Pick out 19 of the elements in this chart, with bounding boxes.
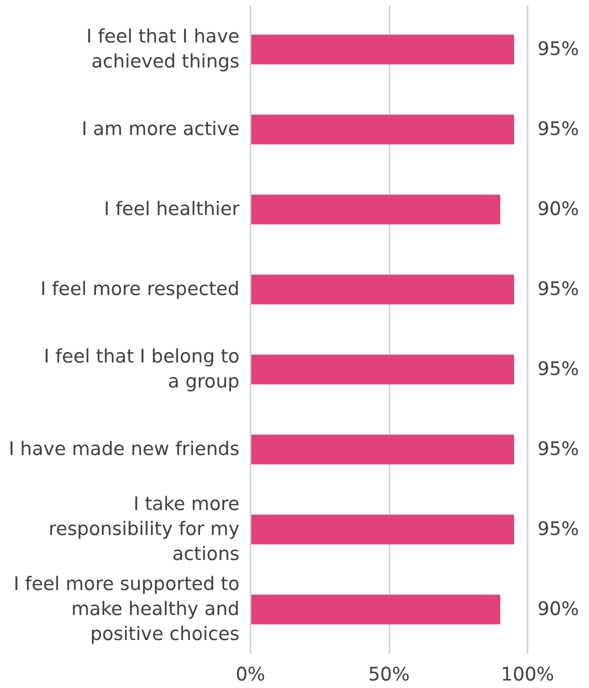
data-label: 95% bbox=[538, 279, 579, 300]
data-label: 95% bbox=[538, 119, 579, 140]
x-tick-label: 50% bbox=[368, 664, 410, 686]
data-label: 95% bbox=[538, 519, 579, 540]
data-label: 90% bbox=[538, 599, 579, 620]
y-tick-label: I feel that I belong to a group bbox=[44, 346, 240, 393]
y-tick-label: I feel healthier bbox=[104, 199, 240, 220]
y-tick-label: I am more active bbox=[82, 119, 240, 140]
x-tick-label: 100% bbox=[500, 664, 554, 686]
data-label: 95% bbox=[538, 39, 579, 60]
data-label: 95% bbox=[538, 439, 579, 460]
x-tick-label: 0% bbox=[236, 664, 266, 686]
y-tick-label: I feel more respected bbox=[40, 279, 240, 300]
y-tick-label: I feel that I have achieved things bbox=[86, 26, 240, 73]
y-tick-label: I feel more supported to make healthy and positive choices bbox=[14, 574, 240, 646]
y-tick-label: I have made new friends bbox=[8, 439, 240, 460]
y-tick-label: I take more responsibility for my actions bbox=[48, 494, 240, 566]
data-label: 90% bbox=[538, 199, 579, 220]
data-label: 95% bbox=[538, 359, 579, 380]
